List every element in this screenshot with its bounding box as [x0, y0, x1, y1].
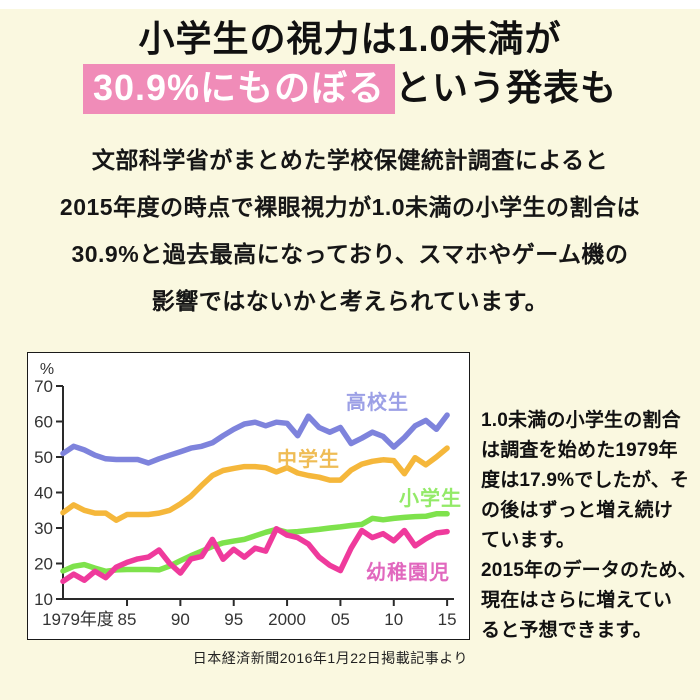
series-line-小学生 [60, 511, 450, 575]
page-title: 小学生の視力は1.0未満が 30.9%にものぼる という発表も [0, 16, 700, 114]
note-line: 1.0未満の小学生の割合 [481, 410, 681, 431]
note-line: ると予想できます。 [481, 620, 652, 641]
eyesight-line-chart-panel: 70 60 50 40 30 20 10% 1979年度 85 90 95 2000 05 10 15 高校生… [27, 352, 470, 640]
x-tick-label: 1979年度 [42, 610, 114, 629]
source-caption: 日本経済新聞2016年1月22日掲載記事より [192, 650, 468, 666]
title-line1: 小学生の視力は1.0未満が [138, 18, 562, 59]
y-axis-unit-label: % [40, 361, 54, 378]
y-tick-label: 70 [34, 377, 53, 396]
title-line2: 30.9%にものぼる という発表も [0, 64, 700, 114]
series-label-小学生: 小学生 [399, 486, 462, 510]
series-line-高校生 [60, 412, 450, 466]
x-tick-label: 2000 [268, 610, 306, 629]
note-line: の後はずっと増え続け [481, 500, 674, 521]
y-tick-label: 50 [34, 448, 53, 467]
series-label-幼稚園児: 幼稚園児 [366, 560, 450, 584]
intro-line: 30.9%と過去最高になっており、スマホやゲーム機の [71, 241, 629, 267]
x-tick-label: 05 [331, 610, 350, 629]
title-highlight: 30.9%にものぼる [82, 64, 396, 114]
note-line: 現在はさらに増えてい [481, 590, 673, 611]
x-tick-label: 95 [224, 610, 243, 629]
title-line2-rest: という発表も [395, 67, 618, 108]
note-line: 2015年のデータのため、 [481, 560, 697, 581]
y-tick-label: 20 [34, 555, 53, 574]
note-line: ています。 [481, 530, 576, 551]
note-line: 度は17.9%でしたが、そ [481, 470, 690, 491]
top-white-strip [0, 0, 700, 9]
x-tick-label: 85 [118, 610, 137, 629]
intro-line: 2015年度の時点で裸眼視力が1.0未満の小学生の割合は [59, 194, 641, 220]
series-label-中学生: 中学生 [277, 447, 340, 471]
series-line-中学生 [60, 445, 450, 523]
x-tick-label: 15 [438, 610, 457, 629]
y-tick-label: 60 [34, 413, 53, 432]
series-label-高校生: 高校生 [346, 390, 409, 414]
x-tick-label: 10 [384, 610, 403, 629]
intro-line: 影響ではないかと考えられています。 [151, 288, 549, 314]
y-tick-label: 40 [34, 484, 53, 503]
x-tick-label: 90 [171, 610, 190, 629]
note-line: は調査を始めた1979年 [481, 440, 678, 461]
y-tick-label: 30 [34, 519, 53, 538]
series-line-幼稚園児 [60, 525, 450, 585]
intro-paragraph: 文部科学省がまとめた学校保健統計調査によると 2015年度の時点で裸眼視力が1.… [0, 137, 700, 325]
intro-line: 文部科学省がまとめた学校保健統計調査によると [91, 147, 609, 173]
y-tick-label: 10 [34, 590, 53, 609]
eyesight-line-chart: 70 60 50 40 30 20 10% 1979年度 85 90 95 2000 05 10 15 高校生… [34, 361, 462, 629]
side-note: 1.0未満の小学生の割合 は調査を始めた1979年 度は17.9%でしたが、そ … [481, 406, 699, 646]
